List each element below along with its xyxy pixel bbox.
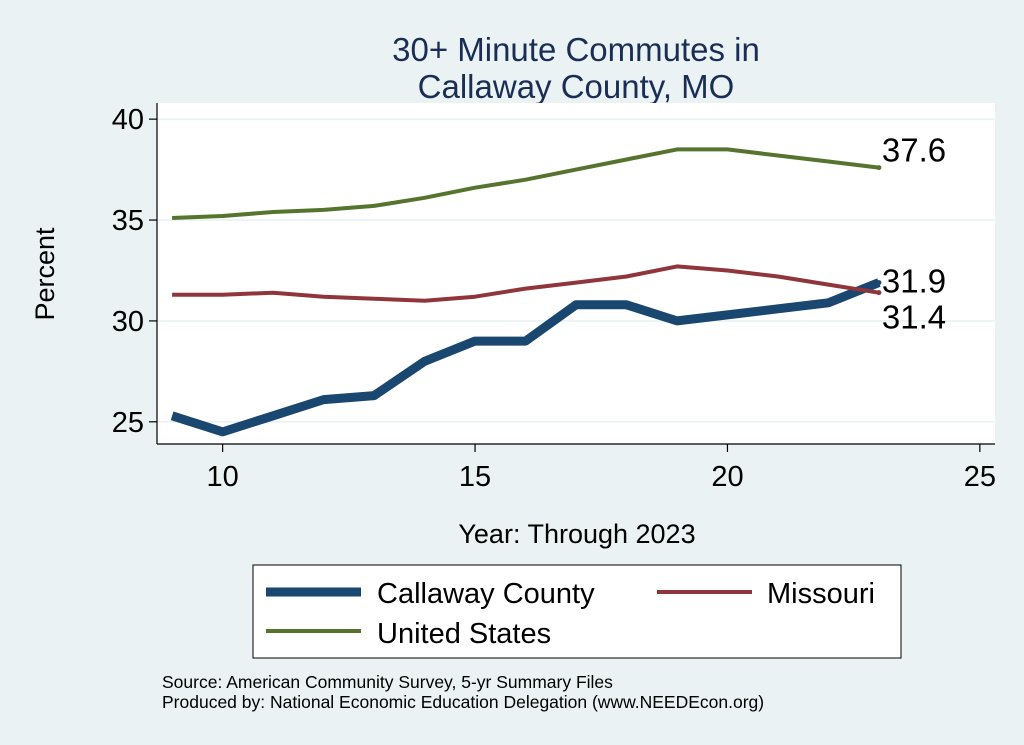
x-axis-ticks: 10 15 20 25 — [206, 444, 996, 493]
series-line-united-states — [172, 147, 880, 220]
y-axis-label: Percent — [30, 227, 60, 321]
series-line-missouri — [172, 264, 880, 303]
y-tick-label-40: 40 — [112, 104, 144, 136]
legend: Callaway County Missouri United States — [252, 564, 902, 659]
legend-label-missouri: Missouri — [767, 578, 875, 610]
legend-label-united-states: United States — [377, 618, 551, 650]
plot-area — [157, 103, 995, 444]
end-label-missouri: 31.4 — [882, 299, 946, 336]
legend-label-callaway-county: Callaway County — [377, 578, 595, 610]
x-axis-label: Year: Through 2023 — [458, 519, 695, 549]
series-end-point-united-states — [876, 165, 882, 171]
end-label-united-states: 37.6 — [882, 132, 946, 169]
legend-box — [252, 564, 902, 659]
y-tick-label-25: 25 — [112, 407, 144, 439]
series-line-callaway-county — [170, 278, 881, 437]
x-tick-label-25: 25 — [964, 461, 996, 493]
end-label-callaway-county: 31.9 — [882, 263, 946, 300]
produced-by-note: Produced by: National Economic Education… — [162, 692, 764, 712]
gridlines — [157, 118, 995, 423]
y-axis-ticks: 25 30 35 40 — [112, 104, 157, 439]
series-end-point-callaway-county — [876, 280, 882, 286]
chart-title-line-2: Callaway County, MO — [418, 68, 735, 105]
x-tick-label-20: 20 — [711, 461, 743, 493]
series-end-point-missouri — [876, 290, 882, 296]
y-tick-label-35: 35 — [112, 205, 144, 237]
end-labels: 31.931.4 37.6 — [882, 132, 946, 336]
y-tick-label-30: 30 — [112, 306, 144, 338]
x-tick-label-10: 10 — [206, 461, 238, 493]
series-layer — [170, 147, 882, 437]
chart-title-line-1: 30+ Minute Commutes in — [392, 31, 760, 68]
source-note: Source: American Community Survey, 5-yr … — [162, 672, 613, 692]
x-tick-label-15: 15 — [459, 461, 491, 493]
